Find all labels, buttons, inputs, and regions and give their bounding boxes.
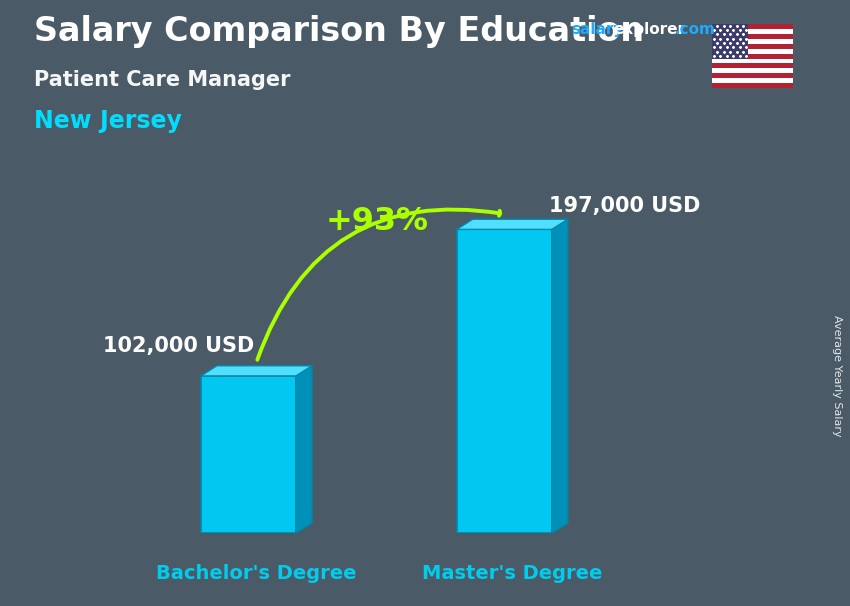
Polygon shape xyxy=(552,219,568,533)
Text: Patient Care Manager: Patient Care Manager xyxy=(34,70,291,90)
Bar xyxy=(712,73,793,78)
Bar xyxy=(712,39,793,44)
Bar xyxy=(712,34,793,39)
Bar xyxy=(456,230,552,533)
Text: explorer: explorer xyxy=(614,22,686,38)
Bar xyxy=(712,68,793,73)
Polygon shape xyxy=(201,366,312,376)
Bar xyxy=(712,78,793,83)
Bar xyxy=(712,83,793,88)
Text: +93%: +93% xyxy=(326,205,428,237)
Text: Salary Comparison By Education: Salary Comparison By Education xyxy=(34,15,644,48)
Bar xyxy=(712,24,748,59)
Polygon shape xyxy=(296,366,312,533)
Text: Master's Degree: Master's Degree xyxy=(422,564,603,583)
Text: salary: salary xyxy=(571,22,624,38)
Text: New Jersey: New Jersey xyxy=(34,109,182,133)
Text: .com: .com xyxy=(674,22,715,38)
Text: Average Yearly Salary: Average Yearly Salary xyxy=(832,315,842,436)
Bar xyxy=(712,59,793,64)
Polygon shape xyxy=(456,219,568,230)
Bar xyxy=(201,376,296,533)
Bar xyxy=(712,29,793,34)
Text: Bachelor's Degree: Bachelor's Degree xyxy=(156,564,357,583)
Bar xyxy=(712,44,793,48)
Bar xyxy=(712,53,793,59)
Text: 102,000 USD: 102,000 USD xyxy=(104,336,254,356)
Bar xyxy=(712,48,793,53)
Bar xyxy=(712,24,793,29)
Bar xyxy=(712,64,793,68)
Text: 197,000 USD: 197,000 USD xyxy=(549,196,700,216)
